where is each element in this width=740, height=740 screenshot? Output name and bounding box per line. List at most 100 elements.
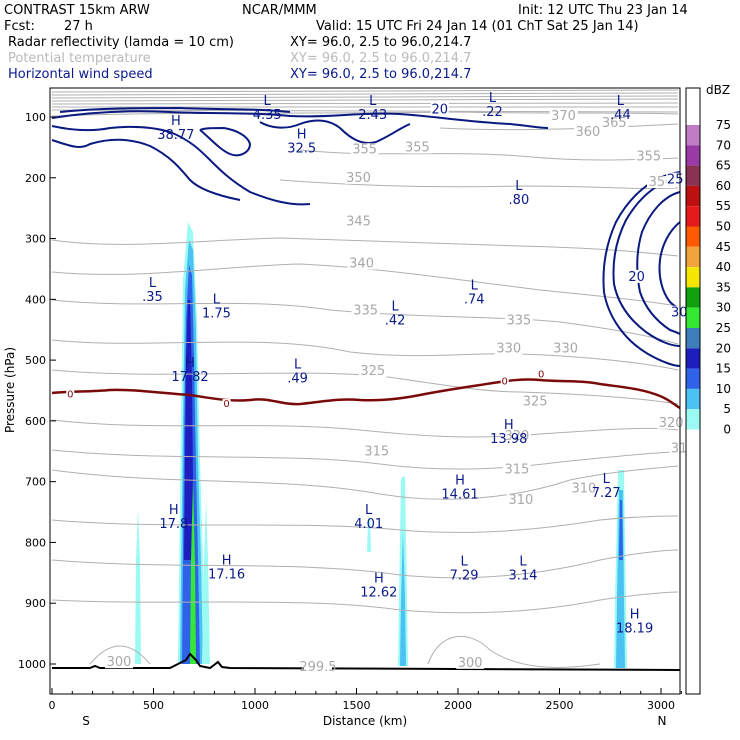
extremum-value: 4.01 <box>354 517 383 532</box>
theta-label-bg <box>347 257 376 270</box>
colorbar-swatch <box>686 328 700 349</box>
zero-contour-label: 0 <box>502 377 508 388</box>
theta-contour-label: 330 <box>496 342 521 357</box>
colorbar-swatch <box>686 348 700 369</box>
theta-345 <box>51 237 679 257</box>
extremum-type: L <box>369 94 377 109</box>
x-axis: 0 500 1000 1500 2000 2500 3000 <box>49 688 682 712</box>
colorbar-level-label: 0 <box>723 423 731 437</box>
colorbar-swatch <box>686 388 700 410</box>
extremum-value: 2.43 <box>358 108 387 123</box>
colorbar-swatch <box>686 125 700 146</box>
theta-335 <box>51 299 679 345</box>
theta-350 <box>279 179 679 190</box>
extremum-value: .35 <box>142 290 163 305</box>
y-tick-label: 600 <box>25 415 46 428</box>
theta-label-bg <box>494 342 523 355</box>
radar-echo-east-strong <box>619 500 623 560</box>
theta-label-bg <box>504 314 533 327</box>
extremum-value: .80 <box>509 193 530 208</box>
valid-time: Valid: 15 UTC Fri 24 Jan 14 (01 ChT Sat … <box>316 19 639 34</box>
init-time: Init: 12 UTC Thu 23 Jan 14 <box>518 3 688 18</box>
colorbar-level-label: 15 <box>716 362 731 376</box>
ground-line <box>52 652 681 671</box>
extremum-type: L <box>471 279 479 294</box>
extremum-type: L <box>515 179 523 194</box>
extremum-value: 38.77 <box>157 128 194 143</box>
extremum-type: L <box>294 358 302 373</box>
theta-contour-label: 315 <box>364 444 389 459</box>
colorbar-unit: dBZ <box>706 83 730 97</box>
extremum-value: 7.27 <box>592 486 621 501</box>
theta-contour-label: 335 <box>353 303 378 318</box>
field-reflectivity-xy: XY= 96.0, 2.5 to 96.0,214.7 <box>290 35 471 50</box>
extremum-type: H <box>169 503 179 518</box>
y-axis-label: Pressure (hPa) <box>3 347 17 433</box>
plot-frame <box>49 87 681 695</box>
y-tick-label: 300 <box>25 233 46 246</box>
colorbar-swatch <box>686 287 700 308</box>
theta-contour-label: 370 <box>551 109 576 124</box>
wind-label-bg <box>670 305 689 319</box>
wind-20-jet-west <box>51 110 549 129</box>
extremum-value: 12.62 <box>360 586 397 601</box>
theta-label-bg <box>104 656 133 669</box>
theta-330 <box>51 339 679 371</box>
theta-contour-label: 355 <box>636 150 661 165</box>
y-axis: 100 200 300 400 500 600 700 800 900 1000 <box>18 111 56 671</box>
theta-contour-label: 335 <box>506 314 531 329</box>
zero-contour-label: 0 <box>67 389 73 400</box>
theta-303 <box>51 549 679 579</box>
x-tick-label: 3000 <box>647 699 675 712</box>
theta-contour-label: 320 <box>504 429 529 444</box>
theta-label-bg <box>456 656 485 669</box>
theta-340 <box>51 263 679 307</box>
colorbar-level-label: 60 <box>716 179 731 193</box>
wind-label-bg <box>430 102 449 116</box>
colorbar-level-label: 30 <box>716 301 731 315</box>
x-tick-label: 500 <box>143 699 164 712</box>
wind-contour-label: 25 <box>667 173 684 188</box>
zero-contour-label: 0 <box>538 369 544 380</box>
extremum-value: 32.5 <box>287 141 316 156</box>
field-reflectivity-name: Radar reflectivity (lamda = 10 cm) <box>8 35 234 50</box>
theta-310 <box>51 465 679 500</box>
colorbar-level-label: 75 <box>716 118 731 132</box>
wind-15-east <box>602 171 681 367</box>
wind-contour-label: 20 <box>628 270 645 285</box>
wind-15-jet <box>51 125 311 206</box>
y-tick-label: 700 <box>25 476 46 489</box>
theta-contour-label: 365 <box>602 116 627 131</box>
x-tick-label: 1000 <box>241 699 269 712</box>
extremum-value: 13.98 <box>490 432 527 447</box>
theta-315 <box>51 449 679 470</box>
colorbar-swatch <box>686 145 700 166</box>
theta-label-bg <box>634 150 663 163</box>
wind-12-jet <box>51 138 241 201</box>
colorbar-swatch <box>686 267 700 288</box>
extremum-type: H <box>185 356 195 371</box>
center-title: NCAR/MMM <box>242 3 317 18</box>
theta-label-bg <box>344 171 373 184</box>
theta-contour-label: 330 <box>553 342 578 357</box>
colorbar-level-label: 5 <box>723 402 731 416</box>
theta-label-bg <box>351 304 380 317</box>
extremum-type: H <box>171 114 181 129</box>
colorbar-swatch <box>686 206 700 227</box>
colorbar-swatch <box>686 429 700 694</box>
theta-360 <box>439 123 679 131</box>
zero-label-bg <box>500 376 509 386</box>
theta-300-b <box>427 635 601 668</box>
theta-370 <box>51 111 679 117</box>
theta-302 <box>51 591 679 614</box>
theta-label-bg <box>600 117 629 130</box>
extremum-type: L <box>519 555 527 570</box>
reflectivity-shading <box>135 222 627 668</box>
extremum-type: L <box>365 503 373 518</box>
theta-contour-label: 360 <box>576 125 601 140</box>
theta-label-bg <box>506 493 535 506</box>
theta-contour-label: 300 <box>458 656 483 671</box>
